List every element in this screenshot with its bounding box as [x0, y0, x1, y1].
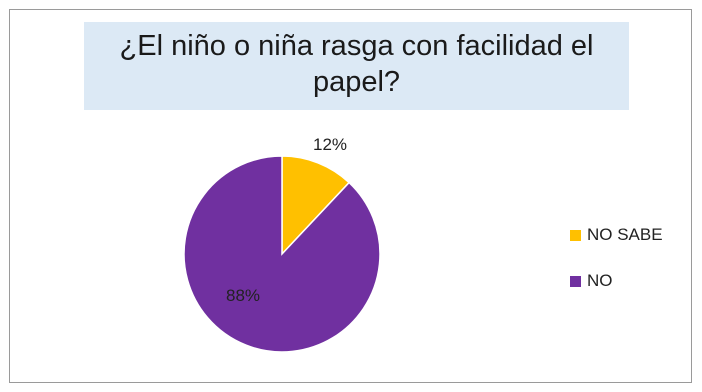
- pie-slice-no: [183, 155, 381, 353]
- chart-title: ¿El niño o niña rasga con facilidad el p…: [119, 30, 594, 98]
- legend-label-no: NO: [587, 271, 613, 290]
- legend: NO SABE NO: [570, 222, 663, 314]
- chart-title-box: ¿El niño o niña rasga con facilidad el p…: [84, 22, 629, 110]
- legend-swatch-no: [570, 275, 581, 287]
- legend-item-no: NO: [570, 268, 663, 294]
- data-label-no: 88%: [226, 286, 260, 305]
- pie-slice-no-sabe: [281, 155, 351, 256]
- legend-label-no-sabe: NO SABE: [587, 225, 663, 244]
- legend-item-no-sabe: NO SABE: [570, 222, 663, 248]
- data-label-no-sabe: 12%: [313, 135, 347, 154]
- legend-swatch-no-sabe: [570, 229, 581, 241]
